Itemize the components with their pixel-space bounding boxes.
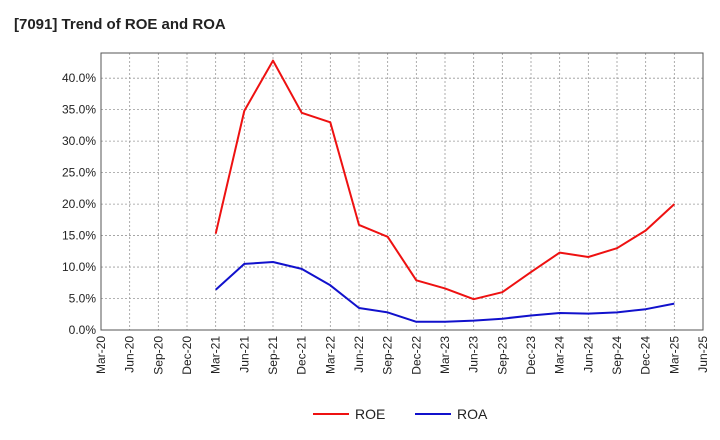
x-tick-label: Dec-23 bbox=[524, 336, 538, 375]
series-line-roa bbox=[215, 261, 675, 323]
chart-title: [7091] Trend of ROE and ROA bbox=[14, 16, 226, 33]
x-tick-label: Dec-21 bbox=[295, 336, 309, 375]
x-tick-label: Mar-21 bbox=[209, 336, 223, 374]
x-tick-label: Jun-20 bbox=[123, 336, 137, 373]
series-line-roe bbox=[214, 59, 675, 301]
x-tick-label: Jun-21 bbox=[237, 336, 251, 373]
legend-label-roa: ROA bbox=[457, 406, 488, 422]
legend-label-roe: ROE bbox=[355, 406, 385, 422]
y-tick-label: 40.0% bbox=[62, 71, 96, 85]
series-lines bbox=[214, 59, 675, 323]
plot-frame bbox=[100, 52, 704, 331]
plot-background bbox=[101, 53, 703, 330]
y-tick-label: 15.0% bbox=[62, 229, 96, 243]
x-tick-label: Sep-24 bbox=[610, 336, 624, 375]
x-tick-label: Mar-23 bbox=[438, 336, 452, 374]
y-axis-ticks: 0.0% 5.0% 10.0% 15.0% 20.0% 25.0% 30.0% 35.0% 40… bbox=[62, 71, 96, 337]
y-tick-label: 0.0% bbox=[69, 323, 97, 337]
x-tick-label: Mar-20 bbox=[94, 336, 108, 374]
x-tick-label: Mar-24 bbox=[553, 336, 567, 374]
y-tick-label: 5.0% bbox=[69, 292, 97, 306]
x-tick-label: Jun-24 bbox=[581, 336, 595, 373]
x-tick-label: Mar-25 bbox=[667, 336, 681, 374]
x-axis-ticks: Mar-20 Jun-20 Sep-20 Dec-20 Mar-21 Jun-21 Sep-… bbox=[94, 336, 710, 375]
x-tick-label: Dec-20 bbox=[180, 336, 194, 375]
x-tick-label: Mar-22 bbox=[323, 336, 337, 374]
x-tick-label: Sep-20 bbox=[151, 336, 165, 375]
x-tick-label: Jun-25 bbox=[696, 336, 710, 373]
x-tick-label: Sep-23 bbox=[495, 336, 509, 375]
x-tick-label: Jun-23 bbox=[467, 336, 481, 373]
x-tick-label: Sep-22 bbox=[381, 336, 395, 375]
y-tick-label: 10.0% bbox=[62, 260, 96, 274]
x-tick-label: Jun-22 bbox=[352, 336, 366, 373]
x-tick-label: Dec-24 bbox=[639, 336, 653, 375]
y-tick-label: 25.0% bbox=[62, 166, 96, 180]
y-tick-label: 35.0% bbox=[62, 103, 96, 117]
y-tick-label: 20.0% bbox=[62, 197, 96, 211]
legend: ROE ROA bbox=[313, 406, 488, 422]
y-tick-label: 30.0% bbox=[62, 134, 96, 148]
x-tick-label: Sep-21 bbox=[266, 336, 280, 375]
x-tick-label: Dec-22 bbox=[409, 336, 423, 375]
